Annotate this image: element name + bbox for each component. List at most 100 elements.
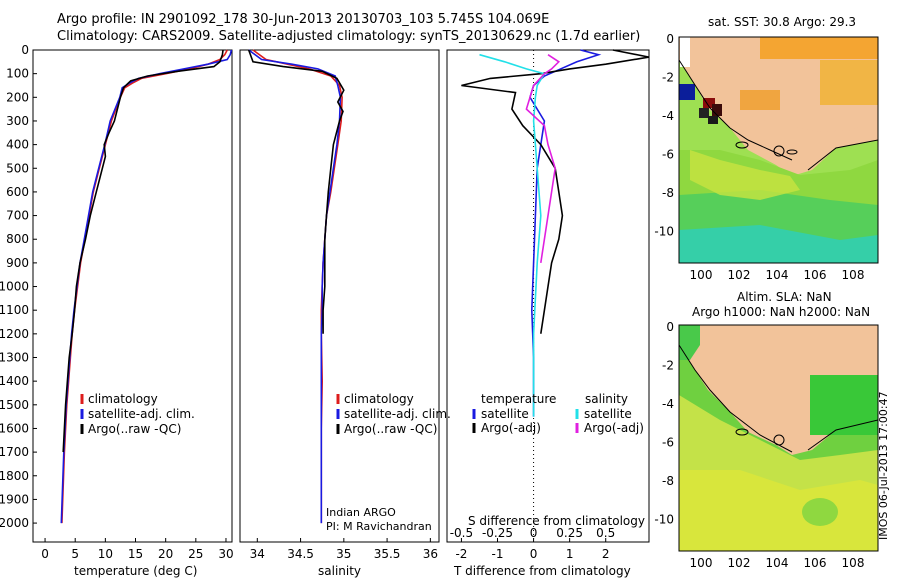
map-x-tick-label: 106 [804,556,827,570]
x-tick-label: 5 [71,547,79,561]
map-y-tick-label: 0 [666,32,674,46]
header-line-2: Climatology: CARS2009. Satellite-adjuste… [57,29,641,44]
series-line [62,49,224,453]
x-tick-label: 35 [336,547,351,561]
x2-tick-label: 0 [530,526,538,540]
legend-label: Argo(..raw -QC) [344,422,437,436]
sla-map-title: Altim. SLA: NaN [737,290,832,304]
temperature-panel [32,49,233,543]
x-tick-label: 30 [218,547,233,561]
map-y-tick-label: -6 [662,148,674,162]
x-tick-label: 20 [158,547,173,561]
series-line [60,49,233,524]
y-tick-label: 1300 [0,351,29,365]
x-tick-label: -2 [455,547,467,561]
map-x-tick-label: 108 [842,268,865,282]
y-tick-label: 300 [6,114,29,128]
map-y-tick-label: 0 [666,320,674,334]
series-line [461,49,650,334]
map-y-tick-label: -10 [654,513,674,527]
t-difference-xlabel: T difference from climatology [454,564,631,578]
x-tick-label: 34 [250,547,265,561]
x-tick-label: 10 [98,547,113,561]
x-tick-label: 36 [423,547,438,561]
y-tick-label: 1400 [0,374,29,388]
legend-label: satellite-adj. clim. [344,407,451,421]
y-tick-label: 1700 [0,445,29,459]
legend-label: Argo(-adj) [584,421,644,435]
legend-heading-salinity: salinity [585,392,628,406]
map-x-tick-label: 104 [766,556,789,570]
s-difference-x2label: S difference from climatology [468,514,645,528]
x-tick-label: 35.5 [374,547,401,561]
legend-label: climatology [88,392,158,406]
x-tick-label: 1 [566,547,574,561]
x2-tick-label: -0.5 [450,526,473,540]
difference-panel [446,49,650,543]
salinity-xlabel: salinity [318,564,362,578]
legend-heading-temperature: temperature [481,392,556,406]
x2-tick-label: -0.25 [482,526,513,540]
sla-map [678,324,879,552]
map-x-tick-label: 102 [728,268,751,282]
series-line [252,49,343,524]
y-tick-label: 800 [6,232,29,246]
y-tick-label: 1200 [0,327,29,341]
series-line [479,53,546,417]
legend-label: Argo(..raw -QC) [88,422,181,436]
header-line-1: Argo profile: IN 2901092_178 30-Jun-2013… [57,12,550,27]
x-tick-label: 34.5 [287,547,314,561]
y-tick-label: 0 [21,43,29,57]
map-y-tick-label: -2 [662,71,674,85]
y-tick-label: 200 [6,90,29,104]
legend-label: satellite [481,407,529,421]
y-tick-label: 1600 [0,421,29,435]
y-tick-label: 1800 [0,469,29,483]
y-tick-label: 600 [6,185,29,199]
series-line [61,49,228,524]
map-x-tick-label: 104 [766,268,789,282]
map-x-tick-label: 100 [690,556,713,570]
map-y-tick-label: -2 [662,359,674,373]
legend-label: Argo(-adj) [481,421,541,435]
pi-note: PI: M Ravichandran [326,520,432,533]
map-x-tick-label: 100 [690,268,713,282]
map-y-tick-label: -8 [662,186,674,200]
temperature-xlabel: temperature (deg C) [74,564,198,578]
map-x-tick-label: 106 [804,268,827,282]
x2-tick-label: 0.5 [596,526,615,540]
legend-label: climatology [344,392,414,406]
y-tick-label: 1500 [0,398,29,412]
series-line [525,54,561,264]
y-tick-label: 900 [6,256,29,270]
map-x-tick-label: 108 [842,556,865,570]
sla-map-subtitle: Argo h1000: NaN h2000: NaN [692,305,871,319]
x-tick-label: 2 [602,547,610,561]
map-y-tick-label: -6 [662,436,674,450]
sst-map [678,36,879,264]
y-tick-label: 500 [6,161,29,175]
y-tick-label: 100 [6,67,29,81]
series-line [247,49,345,334]
x2-tick-label: 0.25 [556,526,583,540]
x-tick-label: 0 [530,547,538,561]
x-tick-label: 15 [128,547,143,561]
map-y-tick-label: -10 [654,225,674,239]
map-x-tick-label: 102 [728,556,751,570]
x-tick-label: 25 [188,547,203,561]
map-y-tick-label: -4 [662,109,674,123]
imos-stamp: IMOS 06-Jul-2013 17:00:47 [877,391,890,540]
y-tick-label: 400 [6,138,29,152]
salinity-panel [239,49,440,543]
y-tick-label: 1000 [0,280,29,294]
map-y-tick-label: -4 [662,397,674,411]
legend-label: satellite [584,407,632,421]
legend-label: satellite-adj. clim. [88,407,195,421]
y-tick-label: 1100 [0,303,29,317]
series-line [529,49,602,417]
x-tick-label: 0 [41,547,49,561]
y-tick-label: 1900 [0,492,29,506]
map-y-tick-label: -8 [662,474,674,488]
y-tick-label: 700 [6,209,29,223]
y-tick-label: 2000 [0,516,29,530]
